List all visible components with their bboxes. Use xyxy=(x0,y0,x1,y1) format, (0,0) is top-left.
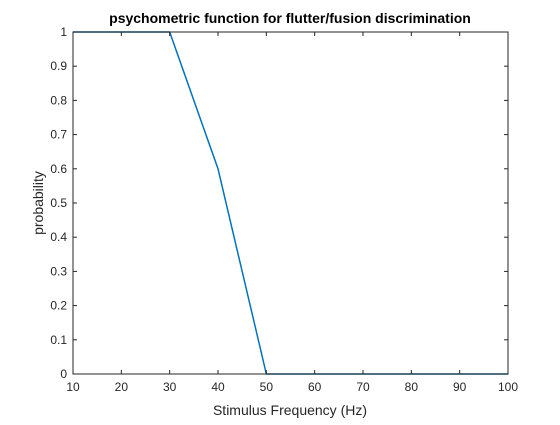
y-axis-label: probability xyxy=(30,171,46,235)
y-tick-label: 0.7 xyxy=(50,128,67,142)
axes-layer: 10 20 30 40 50 60 70 80 90 100 0 0.1 0.2 0.3 0.4 0.5 0.6… xyxy=(50,25,518,394)
x-tick-label: 30 xyxy=(163,380,177,394)
x-tick-label: 70 xyxy=(356,380,370,394)
y-tick-label: 0.6 xyxy=(50,162,67,176)
x-tick-label: 80 xyxy=(405,380,419,394)
y-tick-label: 0 xyxy=(60,367,67,381)
x-tick-label: 10 xyxy=(66,380,80,394)
x-axis-label: Stimulus Frequency (Hz) xyxy=(213,402,367,418)
x-tick-label: 20 xyxy=(115,380,129,394)
x-tick-label: 100 xyxy=(498,380,518,394)
y-tick-label: 0.4 xyxy=(50,230,67,244)
x-tick-label: 60 xyxy=(308,380,322,394)
x-tick-label: 50 xyxy=(260,380,274,394)
y-tick-label: 0.9 xyxy=(50,59,67,73)
y-tick-label: 0.3 xyxy=(50,264,67,278)
y-tick-label: 0.8 xyxy=(50,93,67,107)
x-tick-label: 40 xyxy=(211,380,225,394)
y-tick-label: 1 xyxy=(60,25,67,39)
plot-area-background xyxy=(73,32,508,374)
x-tick-label: 90 xyxy=(453,380,467,394)
y-tick-label: 0.1 xyxy=(50,333,67,347)
chart-title: psychometric function for flutter/fusion… xyxy=(109,10,471,26)
y-tick-label: 0.2 xyxy=(50,299,67,313)
y-tick-label: 0.5 xyxy=(50,196,67,210)
